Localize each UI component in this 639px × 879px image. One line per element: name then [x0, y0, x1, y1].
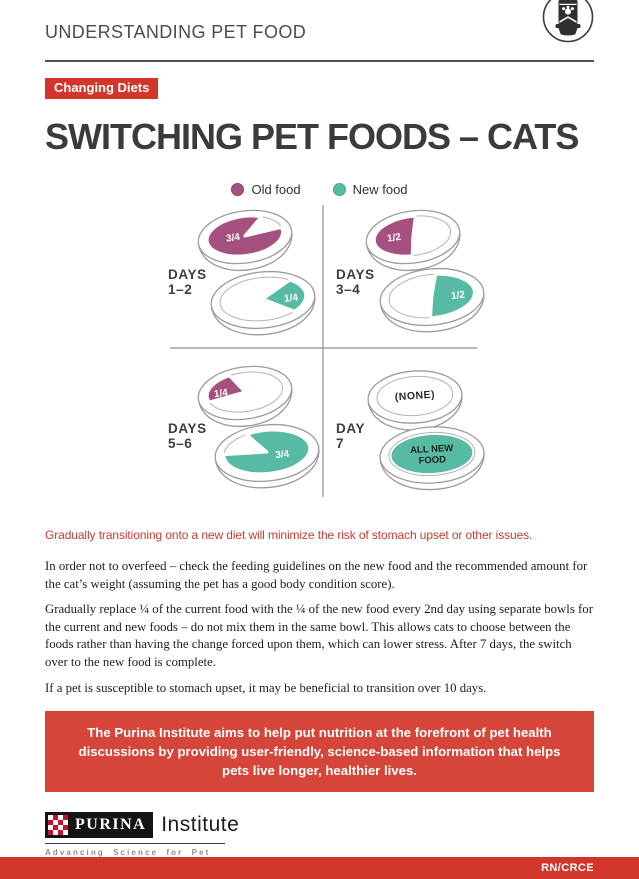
old-food-bowl-q1-portion [205, 214, 284, 258]
old-food-bowl-q3: 1/4 [197, 365, 293, 427]
portion-label: ALL NEW [409, 443, 453, 456]
pet-food-bag-bowl-icon [542, 0, 594, 43]
brand-suffix: Institute [161, 813, 240, 837]
new-food-dot-icon [332, 183, 346, 196]
portion-label: 1/4 [283, 292, 298, 304]
day-label-q3: DAYS [168, 421, 207, 436]
page-header: UNDERSTANDING PET FOOD [45, 0, 594, 62]
doc-code: RN/CRCE [541, 862, 594, 874]
food-transition-diagram: 3/41/4DAYS1–21/21/2DAYS3–41/43/4DAYS5–6(… [168, 205, 485, 497]
portion-label: 3/4 [225, 232, 241, 245]
new-food-bowl-q4-portion [390, 434, 472, 474]
paragraph-overfeed: In order not to overfeed – check the fee… [45, 559, 588, 591]
footer-bar: RN/CRCE [0, 857, 639, 879]
legend-label-old: Old food [251, 182, 301, 197]
portion-label: (NONE) [394, 389, 435, 404]
day-label-q4: DAY [336, 421, 365, 436]
new-food-bowl-q3: 3/4 [214, 423, 320, 489]
old-food-bowl-q1: 3/4 [197, 209, 293, 271]
old-food-bowl-q2: 1/2 [365, 209, 461, 271]
legend-item-old-food: Old food [231, 182, 301, 197]
brand-name: PURINA [75, 816, 147, 834]
header-title: UNDERSTANDING PET FOOD [45, 22, 307, 42]
purina-checkerboard-icon [47, 814, 69, 837]
portion-label: 1/2 [386, 232, 402, 245]
legend-label-new: New food [352, 182, 408, 197]
day-label-q2: 3–4 [336, 282, 360, 297]
page-title: SWITCHING PET FOODS – CATS [45, 116, 579, 157]
old-food-bowl-q4: (NONE) [366, 370, 463, 431]
new-food-bowl-q1: 1/4 [210, 270, 316, 336]
day-label-q3: 5–6 [168, 436, 192, 451]
old-food-bowl-q2-portion [372, 214, 417, 258]
new-food-bowl-q2: 1/2 [379, 267, 485, 333]
legend-item-new-food: New food [332, 182, 408, 197]
paragraph-susceptible: If a pet is susceptible to stomach upset… [45, 680, 487, 695]
old-food-dot-icon [231, 183, 245, 196]
new-food-bowl-q2-portion [428, 272, 476, 320]
portion-label: 1/2 [450, 290, 465, 302]
legend: Old food New food [0, 182, 639, 197]
new-food-bowl-q3-portion [222, 428, 311, 476]
portion-label: 3/4 [274, 449, 289, 461]
old-food-bowl-q3-portion [205, 374, 246, 404]
lead-sentence: Gradually transitioning onto a new diet … [45, 528, 533, 542]
paragraph-replace: Gradually replace ¼ of the current food … [45, 602, 593, 669]
new-food-bowl-q1-portion [260, 278, 307, 313]
day-label-q1: DAYS [168, 267, 207, 282]
purina-wordmark: PURINA [45, 812, 154, 839]
day-label-q1: 1–2 [168, 282, 192, 297]
portion-label: FOOD [418, 454, 446, 466]
day-label-q4: 7 [336, 436, 344, 451]
portion-label: 1/4 [213, 387, 229, 400]
changing-diets-badge: Changing Diets [45, 78, 159, 99]
day-label-q2: DAYS [336, 267, 375, 282]
purina-institute-callout: The Purina Institute aims to help put nu… [45, 711, 594, 793]
